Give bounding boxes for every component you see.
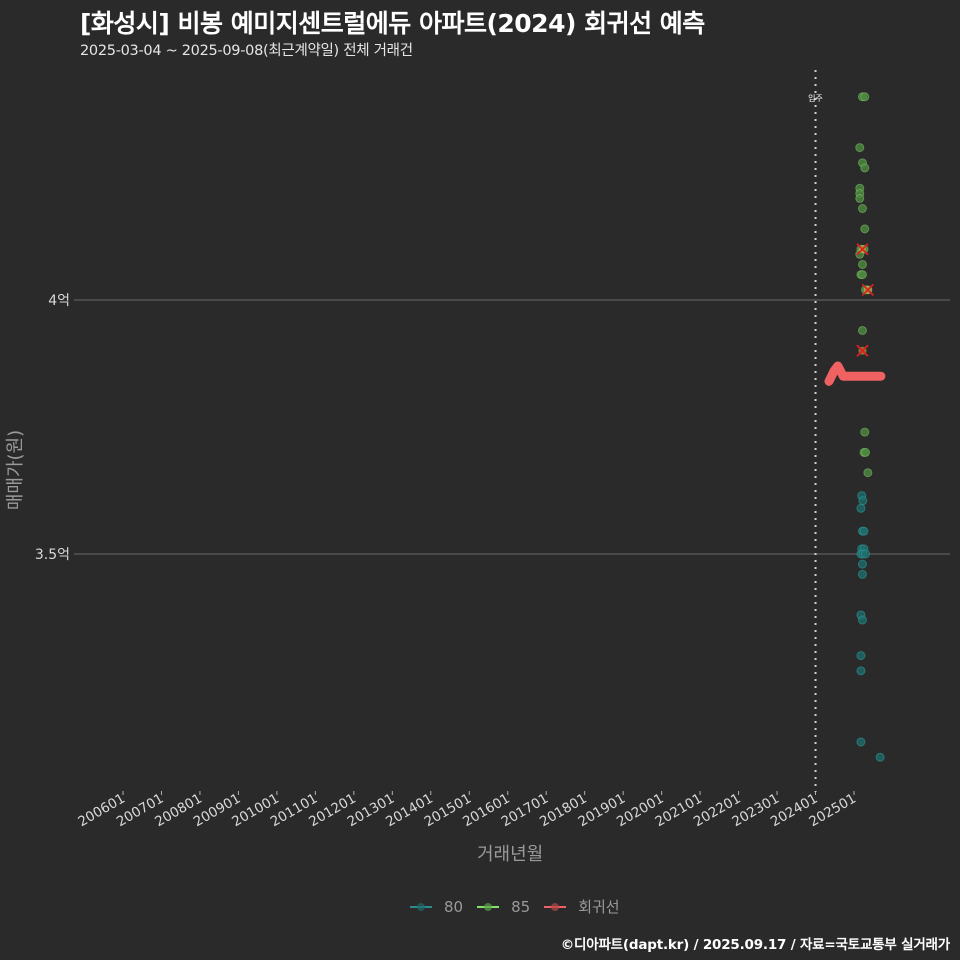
legend-key-80-icon (408, 899, 434, 915)
point-85 (857, 270, 867, 280)
legend: 80 85 회귀선 (408, 896, 632, 917)
y-axis-label: 매매가(원) (5, 429, 26, 511)
point-80 (858, 496, 868, 506)
point-85 (860, 224, 870, 234)
legend-label-85: 85 (511, 897, 531, 916)
point-80 (857, 615, 867, 625)
point-85 (860, 427, 870, 437)
y-tick-label: 4억 (48, 293, 70, 309)
x-axis-label: 거래년월 (477, 844, 544, 865)
prediction-x-icon (861, 283, 874, 296)
y-tick-label: 3.5억 (35, 547, 70, 563)
point-85 (857, 204, 867, 214)
point-85 (863, 468, 873, 478)
point-85 (855, 193, 865, 203)
point-85 (860, 92, 870, 102)
prediction-x-icon (856, 344, 869, 357)
point-80 (861, 549, 871, 559)
legend-label-80: 80 (444, 897, 464, 916)
regression-line (824, 361, 886, 386)
point-85 (861, 447, 871, 457)
point-80 (856, 651, 866, 661)
prediction-x-icon (856, 243, 869, 256)
point-85 (860, 163, 870, 173)
point-80 (856, 503, 866, 513)
point-80 (857, 559, 867, 569)
point-85 (857, 325, 867, 335)
point-80 (856, 737, 866, 747)
chart-subtitle: 2025-03-04 ~ 2025-09-08(최근계약일) 전체 거래건 (80, 43, 413, 59)
legend-item-80: 80 (408, 898, 463, 916)
point-80 (857, 569, 867, 579)
legend-label-regression: 회귀선 (578, 898, 620, 916)
legend-item-regression: 회귀선 (542, 896, 620, 917)
legend-key-regression-icon (542, 899, 568, 915)
source-caption: ©디아파트(dapt.kr) / 2025.09.17 / 자료=국토교통부 실… (560, 937, 950, 953)
chart-title: [화성시] 비봉 예미지센트럴에듀 아파트(2024) 회귀선 예측 (80, 9, 705, 38)
point-80 (856, 666, 866, 676)
move-in-label: 입주 (808, 94, 823, 103)
legend-key-85-icon (475, 899, 501, 915)
point-85 (857, 259, 867, 269)
point-80 (859, 526, 869, 536)
point-80 (875, 752, 885, 762)
point-85 (855, 143, 865, 153)
legend-item-85: 85 (475, 898, 530, 916)
